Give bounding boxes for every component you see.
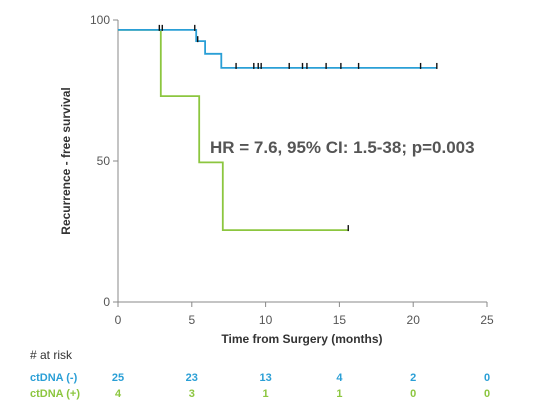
risk-count: 1 [336, 388, 342, 400]
y-tick-label: 50 [97, 154, 111, 168]
risk-count: 1 [263, 388, 269, 400]
x-tick-label: 5 [188, 313, 195, 327]
risk-count: 23 [186, 372, 198, 384]
risk-count: 3 [189, 388, 195, 400]
x-tick-label: 20 [407, 313, 421, 327]
risk-count: 0 [484, 372, 490, 384]
risk-count: 4 [115, 388, 122, 400]
risk-row-label: ctDNA (+) [30, 388, 80, 400]
risk-count: 25 [112, 372, 124, 384]
x-tick-label: 15 [333, 313, 347, 327]
risk-count: 2 [410, 372, 416, 384]
x-axis-title: Time from Surgery (months) [221, 332, 382, 346]
series-line-ctdna-positive [118, 28, 349, 232]
risk-count: 0 [410, 388, 416, 400]
survival-curves [118, 28, 437, 232]
x-tick-label: 0 [115, 313, 122, 327]
x-tick-label: 10 [259, 313, 273, 327]
hazard-ratio-annotation: HR = 7.6, 95% CI: 1.5-38; p=0.003 [210, 138, 475, 157]
y-tick-label: 100 [90, 13, 110, 27]
y-axis-title: Recurrence - free survival [59, 87, 73, 234]
censor-marks [158, 24, 438, 232]
risk-row-label: ctDNA (-) [30, 372, 78, 384]
series-line-ctdna-negative [118, 28, 437, 69]
risk-table-heading: # at risk [30, 348, 73, 362]
y-tick-label: 0 [103, 295, 110, 309]
axes [117, 20, 487, 303]
risk-count: 13 [259, 372, 271, 384]
ticks: 0 5 10 15 20 25 0 50 100 [90, 13, 494, 327]
risk-count: 0 [484, 388, 490, 400]
x-tick-label: 25 [480, 313, 494, 327]
risk-table: ctDNA (-) 25 23 13 4 2 0 ctDNA (+) 4 3 1 1 0 0 [30, 372, 490, 400]
risk-count: 4 [336, 372, 343, 384]
